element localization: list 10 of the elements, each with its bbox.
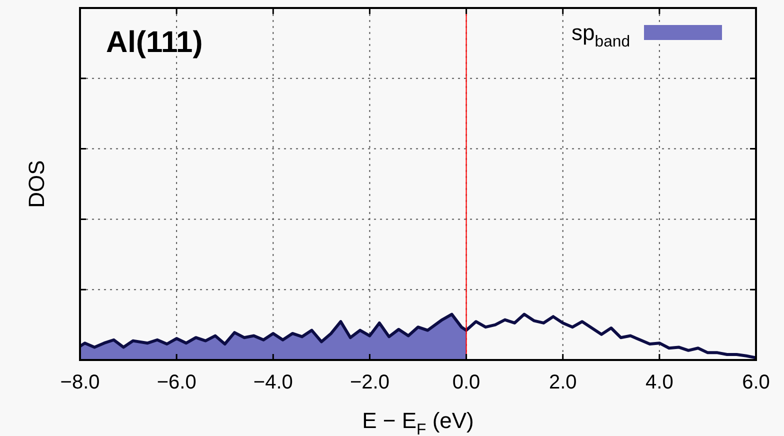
x-tick-label: 6.0 — [742, 372, 770, 394]
x-tick-label: 0.0 — [452, 372, 480, 394]
chart-title: Al(111) — [106, 26, 203, 59]
x-tick-label: −6.0 — [156, 372, 196, 394]
y-axis-title: DOS — [24, 160, 49, 208]
x-tick-label: 2.0 — [548, 372, 577, 394]
x-tick-label: −8.0 — [60, 372, 100, 394]
x-tick-label: 4.0 — [646, 372, 674, 394]
x-tick-label: −2.0 — [350, 372, 390, 394]
x-tick-label: −4.0 — [253, 372, 293, 394]
